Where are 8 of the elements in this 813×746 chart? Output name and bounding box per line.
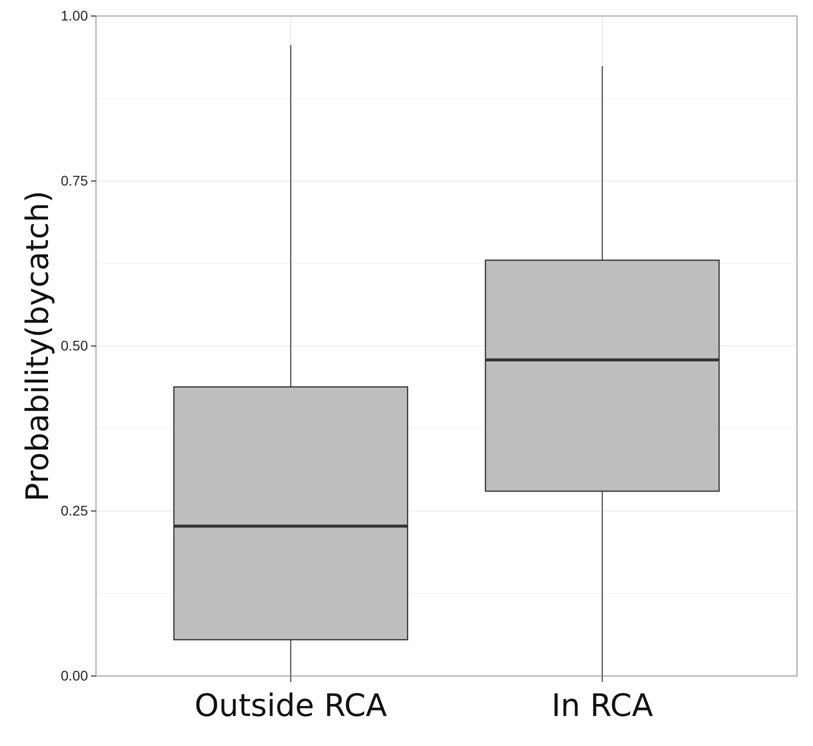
x-tick-label: Outside RCA [194, 688, 387, 724]
y-tick-label: 0.50 [60, 337, 88, 354]
y-tick-label: 0.75 [60, 172, 88, 188]
x-tick-label: In RCA [552, 688, 654, 724]
y-tick-label: 0.25 [60, 502, 88, 518]
y-tick-label: 1.00 [60, 7, 88, 24]
y-tick-label: 0.00 [60, 667, 88, 684]
y-axis-title: Probability(bycatch) [20, 190, 56, 502]
